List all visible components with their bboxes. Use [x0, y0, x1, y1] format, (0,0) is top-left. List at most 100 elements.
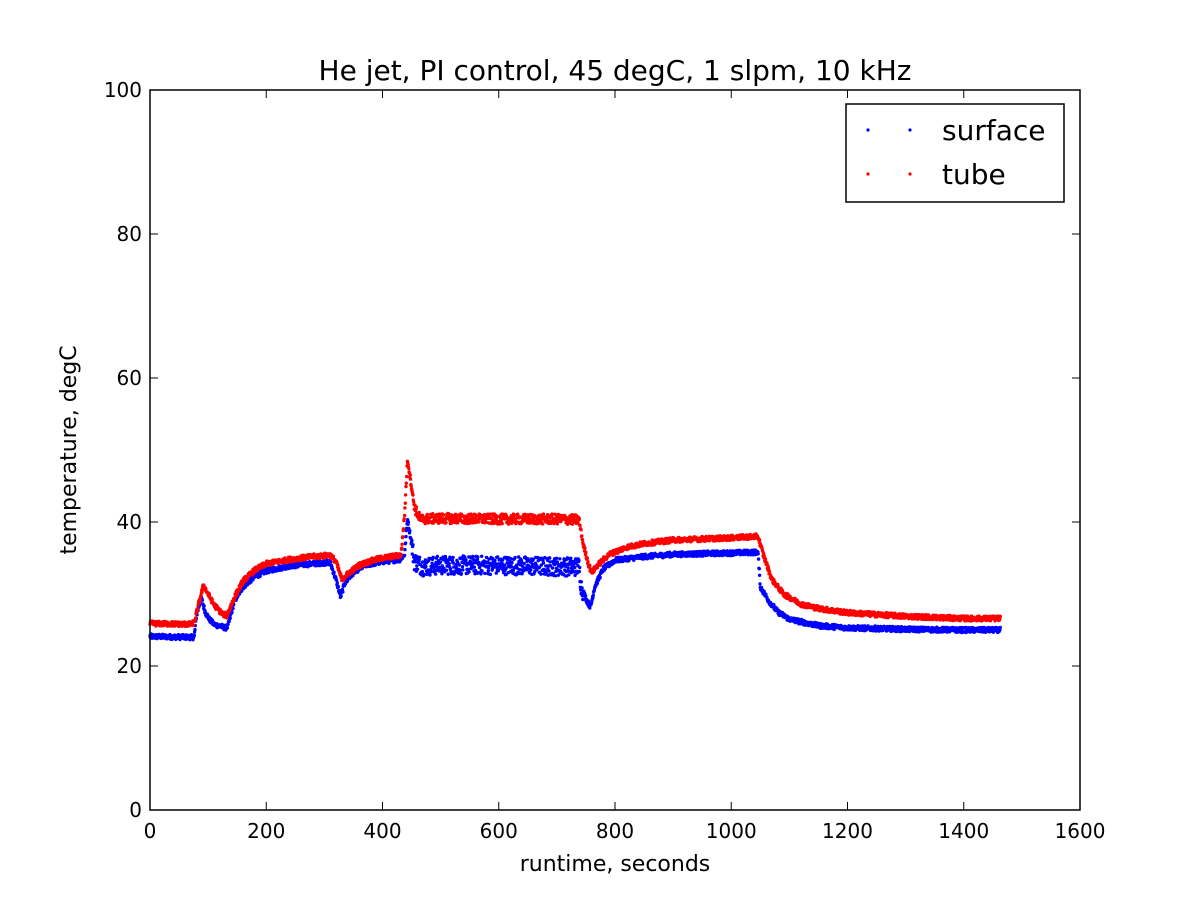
data-point	[567, 573, 571, 577]
y-tick-label-3: 60	[117, 366, 142, 390]
y-axis-label: temperature, degC	[57, 345, 82, 554]
data-point	[444, 521, 448, 525]
data-point	[556, 573, 561, 577]
data-point	[577, 516, 581, 521]
data-point	[500, 521, 504, 526]
data-point	[448, 567, 453, 571]
data-point	[431, 512, 435, 516]
data-point	[336, 563, 340, 567]
data-point	[451, 561, 456, 565]
data-point	[578, 565, 582, 570]
data-point	[583, 594, 588, 598]
data-point	[998, 625, 1002, 630]
data-point	[547, 569, 551, 573]
data-point	[457, 563, 461, 567]
data-point	[200, 590, 204, 595]
data-point	[520, 572, 524, 576]
data-point	[202, 604, 206, 608]
data-point	[480, 554, 484, 558]
data-point	[476, 555, 480, 559]
y-tick-label-2: 40	[117, 510, 142, 534]
data-point	[417, 555, 422, 559]
data-point	[447, 562, 451, 566]
data-point	[425, 512, 429, 517]
data-point	[580, 538, 585, 542]
data-point	[758, 582, 762, 586]
data-point	[583, 546, 587, 550]
data-point	[453, 570, 458, 575]
data-point	[603, 566, 608, 571]
x-tick-label-6: 1200	[822, 819, 873, 843]
data-point	[548, 564, 553, 568]
legend-label-surface: surface	[942, 114, 1045, 147]
data-point	[400, 546, 404, 550]
series-surface	[148, 518, 1002, 642]
data-point	[399, 552, 403, 557]
y-tick-label-5: 100	[104, 78, 142, 102]
data-point	[598, 575, 602, 580]
data-point	[757, 573, 762, 577]
data-point	[404, 481, 408, 485]
y-tick-label-4: 80	[117, 222, 142, 246]
data-point	[329, 559, 333, 564]
data-point	[400, 542, 404, 546]
data-point	[317, 559, 322, 563]
data-point	[569, 556, 573, 560]
data-point	[588, 606, 592, 610]
data-point	[403, 547, 407, 552]
data-point	[496, 569, 501, 573]
data-point	[336, 585, 340, 589]
data-point	[401, 535, 405, 539]
data-point	[998, 614, 1002, 618]
data-point	[415, 564, 419, 568]
data-point	[500, 561, 504, 566]
x-tick-label-0: 0	[144, 819, 157, 843]
data-point	[536, 555, 540, 560]
data-point	[408, 529, 412, 533]
data-point	[541, 561, 546, 565]
data-point	[406, 520, 411, 524]
data-point	[539, 563, 543, 567]
data-point	[230, 610, 234, 615]
data-point	[448, 555, 452, 559]
data-point	[550, 566, 555, 570]
data-point	[516, 555, 521, 559]
data-point	[403, 493, 408, 497]
data-point	[415, 567, 420, 571]
data-point	[421, 560, 425, 564]
y-tick-label-0: 0	[129, 798, 142, 822]
data-point	[410, 552, 414, 556]
data-point	[509, 564, 513, 569]
x-tick-label-4: 800	[596, 819, 634, 843]
data-point	[591, 596, 595, 600]
data-point	[510, 560, 514, 565]
data-points-layer	[148, 459, 1002, 642]
data-point	[420, 564, 424, 569]
data-point	[579, 528, 583, 532]
data-point	[558, 557, 562, 561]
data-point	[480, 569, 484, 573]
data-point	[228, 616, 232, 620]
chart-title: He jet, PI control, 45 degC, 1 slpm, 10 …	[319, 54, 912, 87]
data-point	[408, 477, 413, 481]
data-point	[440, 564, 444, 568]
data-point	[441, 513, 446, 517]
data-point	[410, 538, 414, 543]
data-point	[595, 581, 600, 585]
data-point	[573, 565, 577, 570]
data-point	[548, 556, 552, 560]
data-point	[403, 541, 408, 545]
data-point	[407, 466, 411, 471]
data-point	[464, 558, 468, 562]
data-point	[402, 513, 407, 518]
data-point	[335, 581, 339, 585]
data-point	[226, 622, 230, 627]
data-point	[435, 554, 440, 559]
data-point	[334, 578, 339, 582]
data-point	[402, 553, 407, 558]
data-point	[573, 573, 577, 578]
data-point	[440, 572, 444, 576]
data-point	[541, 558, 545, 563]
data-point	[503, 563, 507, 567]
